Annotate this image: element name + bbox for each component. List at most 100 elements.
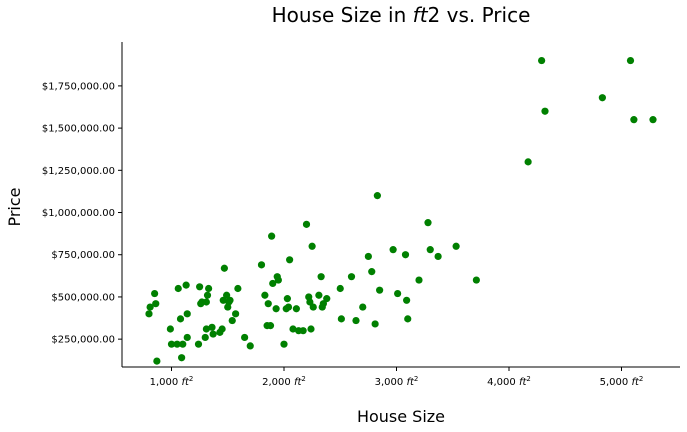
x-tick-label: 3,000 ft2	[375, 375, 419, 388]
data-point	[426, 246, 434, 254]
data-point	[368, 268, 376, 276]
data-point	[178, 354, 186, 362]
data-point	[223, 291, 231, 299]
chart-title: House Size in ft2 vs. Price	[272, 3, 531, 27]
data-point	[317, 273, 325, 281]
data-point	[541, 107, 549, 115]
data-point	[232, 310, 240, 318]
data-point	[201, 333, 209, 342]
data-point	[315, 291, 323, 299]
data-point	[389, 246, 397, 254]
data-point	[452, 242, 460, 250]
data-point	[524, 158, 532, 166]
data-point	[415, 276, 423, 284]
data-point	[257, 261, 266, 269]
y-tick-label: $1,500,000.00	[42, 124, 115, 135]
x-axis-label: House Size	[357, 407, 445, 426]
data-point	[151, 289, 159, 298]
data-point	[196, 283, 204, 291]
data-point	[261, 291, 269, 299]
chart-title-end: 2 vs. Price	[428, 3, 531, 27]
data-point	[424, 219, 432, 227]
data-point	[166, 325, 174, 333]
data-point	[626, 56, 635, 65]
data-point	[286, 256, 294, 264]
data-point	[306, 298, 314, 306]
x-axis-ticks: 1,000 ft2 2,000 ft2 3,000 ft2 4,000 ft2 5,00…	[150, 367, 644, 388]
y-tick-label: $1,250,000.00	[42, 166, 115, 177]
data-point	[203, 291, 212, 299]
y-axis-label: Price	[5, 187, 24, 226]
data-point	[359, 303, 367, 311]
data-point	[403, 296, 411, 304]
chart-title-main: House Size in	[272, 3, 413, 27]
data-point	[283, 295, 291, 303]
data-point	[246, 342, 254, 350]
data-point	[347, 273, 356, 281]
data-point	[401, 251, 410, 259]
data-point	[205, 284, 213, 293]
data-point	[434, 252, 442, 261]
data-point	[376, 286, 384, 294]
data-point	[630, 116, 638, 124]
y-tick-label: $250,000.00	[51, 335, 115, 346]
data-point	[394, 289, 402, 298]
plot-area	[145, 56, 657, 365]
data-point	[309, 303, 317, 311]
data-point	[153, 357, 161, 365]
data-point	[234, 284, 242, 293]
data-point	[598, 94, 606, 102]
data-point	[649, 116, 657, 124]
data-point	[280, 340, 288, 348]
chart-title-italic: ft	[413, 3, 429, 27]
data-point	[307, 325, 315, 333]
data-point	[173, 340, 181, 348]
data-point	[266, 322, 275, 330]
y-tick-label: $500,000.00	[51, 292, 115, 303]
data-point	[364, 252, 372, 261]
data-point	[292, 305, 300, 313]
data-point	[182, 281, 190, 289]
data-point	[219, 296, 227, 304]
x-tick-label: 1,000 ft2	[150, 375, 194, 388]
data-point	[404, 315, 412, 323]
data-point	[269, 279, 277, 288]
data-point	[284, 303, 293, 311]
data-point	[146, 303, 154, 311]
y-tick-label: $750,000.00	[51, 250, 115, 261]
x-tick-label: 4,000 ft2	[487, 375, 531, 388]
data-point	[302, 220, 311, 228]
data-point	[218, 325, 226, 333]
data-point	[538, 56, 546, 65]
data-point	[272, 305, 280, 313]
data-point	[174, 284, 182, 293]
data-point	[202, 298, 210, 306]
data-point	[183, 333, 191, 342]
x-tick-label: 5,000 ft2	[600, 375, 644, 388]
data-point	[268, 232, 276, 240]
data-point	[352, 316, 360, 325]
data-point	[336, 284, 344, 293]
data-point	[371, 320, 379, 328]
y-axis-ticks: $250,000.00 $500,000.00 $750,000.00 $1,000,…	[42, 81, 122, 346]
data-point	[145, 310, 153, 318]
data-point	[183, 310, 191, 318]
data-point	[220, 264, 228, 272]
data-point	[194, 340, 203, 348]
data-point	[373, 192, 381, 200]
y-tick-label: $1,750,000.00	[42, 81, 115, 92]
data-point	[289, 325, 297, 333]
data-point	[264, 300, 272, 308]
data-point	[202, 325, 210, 333]
data-point	[337, 315, 345, 323]
x-tick-label: 2,000 ft2	[262, 375, 306, 388]
data-point	[209, 330, 217, 338]
data-point	[208, 323, 216, 331]
data-point	[241, 333, 249, 342]
data-point	[176, 315, 185, 323]
data-point	[299, 327, 307, 335]
data-point	[226, 296, 234, 304]
y-tick-label: $1,000,000.00	[42, 208, 115, 219]
data-point	[179, 340, 187, 348]
